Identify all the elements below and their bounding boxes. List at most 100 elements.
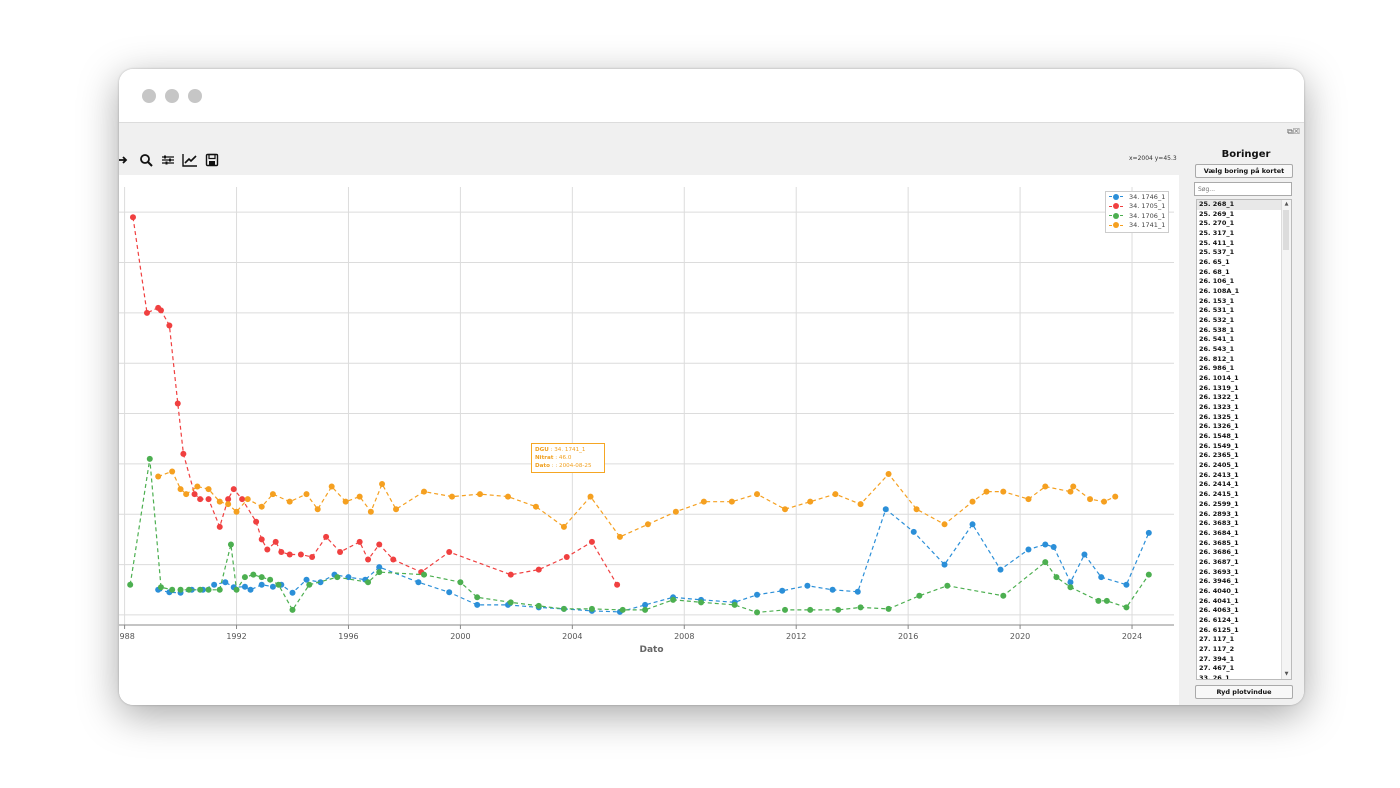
data-point bbox=[303, 491, 310, 498]
series-line bbox=[129, 458, 1150, 614]
list-item[interactable]: 26. 1549_1 bbox=[1199, 441, 1239, 450]
list-item[interactable]: 26. 153_1 bbox=[1199, 296, 1235, 305]
list-item[interactable]: 27. 394_1 bbox=[1199, 654, 1235, 663]
plot-canvas[interactable]: 1988 1992 1996 2000 2004 2008 2012 2016 2020 2024… bbox=[119, 175, 1179, 705]
list-item[interactable]: 26. 2415_1 bbox=[1199, 490, 1239, 499]
list-item[interactable]: 26. 531_1 bbox=[1199, 306, 1235, 315]
x-tick-label: 1996 bbox=[338, 632, 358, 641]
list-item[interactable]: 26. 812_1 bbox=[1199, 354, 1235, 363]
data-point bbox=[275, 581, 282, 588]
list-item[interactable]: 26. 1548_1 bbox=[1199, 432, 1239, 441]
list-item[interactable]: 25. 270_1 bbox=[1199, 219, 1235, 228]
data-point bbox=[247, 586, 254, 593]
data-point bbox=[983, 488, 990, 495]
configure-subplots-icon[interactable] bbox=[160, 152, 176, 168]
list-scrollbar[interactable]: ▲ ▼ bbox=[1281, 200, 1291, 679]
list-item[interactable]: 25. 537_1 bbox=[1199, 248, 1235, 257]
list-item[interactable]: 33. 26_1 bbox=[1199, 673, 1230, 680]
list-item[interactable]: 26. 6124_1 bbox=[1199, 615, 1239, 624]
list-item[interactable]: 27. 117_1 bbox=[1199, 635, 1235, 644]
list-item[interactable]: 26. 986_1 bbox=[1199, 364, 1235, 373]
data-point bbox=[857, 501, 864, 508]
data-point bbox=[1053, 574, 1060, 581]
data-point bbox=[1101, 498, 1108, 505]
window-maximize-dot[interactable] bbox=[188, 89, 202, 103]
search-input[interactable] bbox=[1194, 182, 1292, 196]
list-item[interactable]: 26. 532_1 bbox=[1199, 316, 1235, 325]
list-item[interactable]: 25. 269_1 bbox=[1199, 209, 1235, 218]
list-item[interactable]: 26. 4063_1 bbox=[1199, 606, 1239, 615]
edit-axis-icon[interactable] bbox=[182, 152, 198, 168]
list-item[interactable]: 26. 3946_1 bbox=[1199, 577, 1239, 586]
title-bar bbox=[119, 69, 1304, 123]
zoom-icon[interactable] bbox=[138, 152, 154, 168]
list-item[interactable]: 26. 1322_1 bbox=[1199, 393, 1239, 402]
x-tick-label: 2004 bbox=[562, 632, 582, 641]
list-item[interactable]: 26. 3687_1 bbox=[1199, 557, 1239, 566]
scroll-up-icon[interactable]: ▲ bbox=[1284, 201, 1289, 207]
list-item[interactable]: 27. 467_1 bbox=[1199, 664, 1235, 673]
data-point bbox=[941, 521, 948, 528]
window-close-dot[interactable] bbox=[142, 89, 156, 103]
boring-list[interactable]: 25. 268_1 25. 269_1 25. 270_1 25. 317_1 25. … bbox=[1196, 199, 1292, 680]
save-icon[interactable] bbox=[204, 152, 220, 168]
list-item[interactable]: 26. 3685_1 bbox=[1199, 538, 1239, 547]
dock-buttons[interactable]: ⧉☒ bbox=[1287, 127, 1300, 136]
list-item[interactable]: 26. 65_1 bbox=[1199, 258, 1230, 267]
data-point bbox=[1042, 541, 1049, 548]
x-tick-label: 2008 bbox=[674, 632, 694, 641]
data-point bbox=[180, 450, 187, 457]
list-item[interactable]: 26. 3683_1 bbox=[1199, 519, 1239, 528]
nitrate-chart[interactable]: 1988 1992 1996 2000 2004 2008 2012 2016 2020 2024… bbox=[119, 175, 1179, 705]
list-item[interactable]: 26. 541_1 bbox=[1199, 335, 1235, 344]
data-point bbox=[205, 586, 212, 593]
list-item[interactable]: 26. 2414_1 bbox=[1199, 480, 1239, 489]
list-item[interactable]: 25. 268_1 bbox=[1197, 200, 1283, 210]
data-point bbox=[177, 486, 184, 493]
list-item[interactable]: 26. 4040_1 bbox=[1199, 586, 1239, 595]
list-item[interactable]: 26. 1319_1 bbox=[1199, 383, 1239, 392]
list-item[interactable]: 26. 2893_1 bbox=[1199, 509, 1239, 518]
legend-marker bbox=[1109, 203, 1123, 210]
plot-toolbar bbox=[119, 150, 220, 170]
scroll-down-icon[interactable]: ▼ bbox=[1284, 671, 1289, 677]
clear-plot-button[interactable]: Ryd plotvindue bbox=[1195, 685, 1293, 699]
data-point bbox=[230, 486, 237, 493]
list-item[interactable]: 26. 108A_1 bbox=[1199, 287, 1240, 296]
select-boring-button[interactable]: Vælg boring på kortet bbox=[1195, 164, 1293, 178]
list-item[interactable]: 26. 6125_1 bbox=[1199, 625, 1239, 634]
list-item[interactable]: 26. 2599_1 bbox=[1199, 499, 1239, 508]
list-item[interactable]: 26. 1014_1 bbox=[1199, 374, 1239, 383]
data-point bbox=[807, 606, 814, 613]
arrow-icon[interactable] bbox=[119, 152, 132, 168]
list-item[interactable]: 26. 1326_1 bbox=[1199, 422, 1239, 431]
list-item[interactable]: 27. 117_2 bbox=[1199, 644, 1235, 653]
tooltip-dato-label: Dato bbox=[535, 463, 550, 469]
list-item[interactable]: 26. 538_1 bbox=[1199, 325, 1235, 334]
data-point bbox=[421, 488, 428, 495]
data-point bbox=[286, 551, 293, 558]
scroll-thumb[interactable] bbox=[1283, 210, 1289, 250]
list-item[interactable]: 25. 317_1 bbox=[1199, 229, 1235, 238]
list-item[interactable]: 26. 4041_1 bbox=[1199, 596, 1239, 605]
list-item[interactable]: 26. 2365_1 bbox=[1199, 451, 1239, 460]
data-point bbox=[1000, 592, 1007, 599]
list-item[interactable]: 26. 1325_1 bbox=[1199, 412, 1239, 421]
window-minimize-dot[interactable] bbox=[165, 89, 179, 103]
data-point bbox=[306, 581, 313, 588]
data-point bbox=[155, 473, 162, 480]
data-point bbox=[278, 549, 285, 555]
list-item[interactable]: 26. 543_1 bbox=[1199, 345, 1235, 354]
data-point bbox=[241, 574, 248, 581]
list-item[interactable]: 26. 2405_1 bbox=[1199, 461, 1239, 470]
list-item[interactable]: 26. 1323_1 bbox=[1199, 403, 1239, 412]
legend-marker bbox=[1109, 222, 1123, 229]
list-item[interactable]: 25. 411_1 bbox=[1199, 238, 1235, 247]
data-point bbox=[323, 533, 330, 540]
list-item[interactable]: 26. 106_1 bbox=[1199, 277, 1235, 286]
list-item[interactable]: 26. 2413_1 bbox=[1199, 470, 1239, 479]
list-item[interactable]: 26. 3686_1 bbox=[1199, 548, 1239, 557]
list-item[interactable]: 26. 3684_1 bbox=[1199, 528, 1239, 537]
list-item[interactable]: 26. 3693_1 bbox=[1199, 567, 1239, 576]
list-item[interactable]: 26. 68_1 bbox=[1199, 267, 1230, 276]
